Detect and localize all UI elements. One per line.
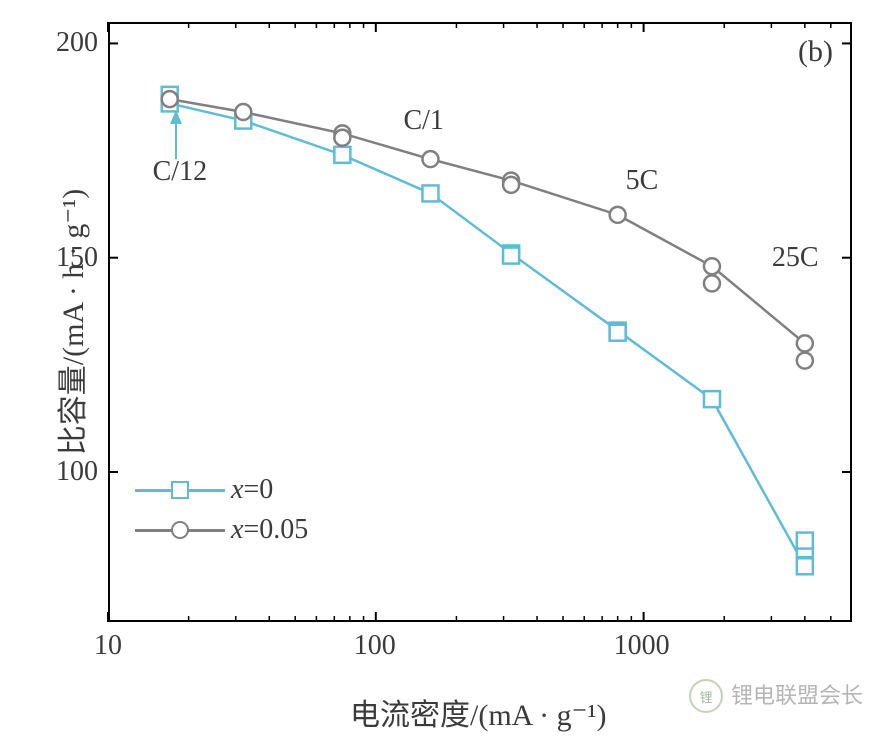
legend-swatch-x0 (135, 470, 225, 510)
y-tick-200: 200 (56, 27, 98, 59)
legend-item-x0: x=0 (135, 470, 308, 510)
chart-annotation: C/12 (153, 156, 207, 188)
y-tick-100: 100 (56, 456, 98, 488)
y-axis-label: 比容量/(mA · h · g⁻¹) (48, 172, 92, 472)
chart-annotation: 5C (626, 165, 659, 197)
panel-label: (b) (798, 35, 833, 69)
watermark-badge-icon: 锂 (689, 679, 723, 713)
watermark-text: 锂电联盟会长 (731, 678, 863, 710)
annotation-arrow-head (170, 110, 182, 124)
x-tick-1000: 1000 (614, 630, 670, 662)
legend-label-x005: x=0.05 (225, 514, 308, 546)
chart-annotation: 25C (772, 242, 819, 274)
x-tick-10: 10 (94, 630, 122, 662)
legend-swatch-x005 (135, 510, 225, 550)
x-axis-label: 电流密度/(mA · g⁻¹) (350, 690, 606, 734)
chart-annotation: C/1 (403, 105, 443, 137)
legend: x=0 x=0.05 (135, 470, 308, 550)
legend-label-x0: x=0 (225, 474, 273, 506)
y-tick-150: 150 (56, 242, 98, 274)
chart-container: 比容量/(mA · h · g⁻¹) 电流密度/(mA · g⁻¹) 100 1… (0, 0, 888, 745)
legend-item-x005: x=0.05 (135, 510, 308, 550)
x-tick-100: 100 (354, 630, 396, 662)
